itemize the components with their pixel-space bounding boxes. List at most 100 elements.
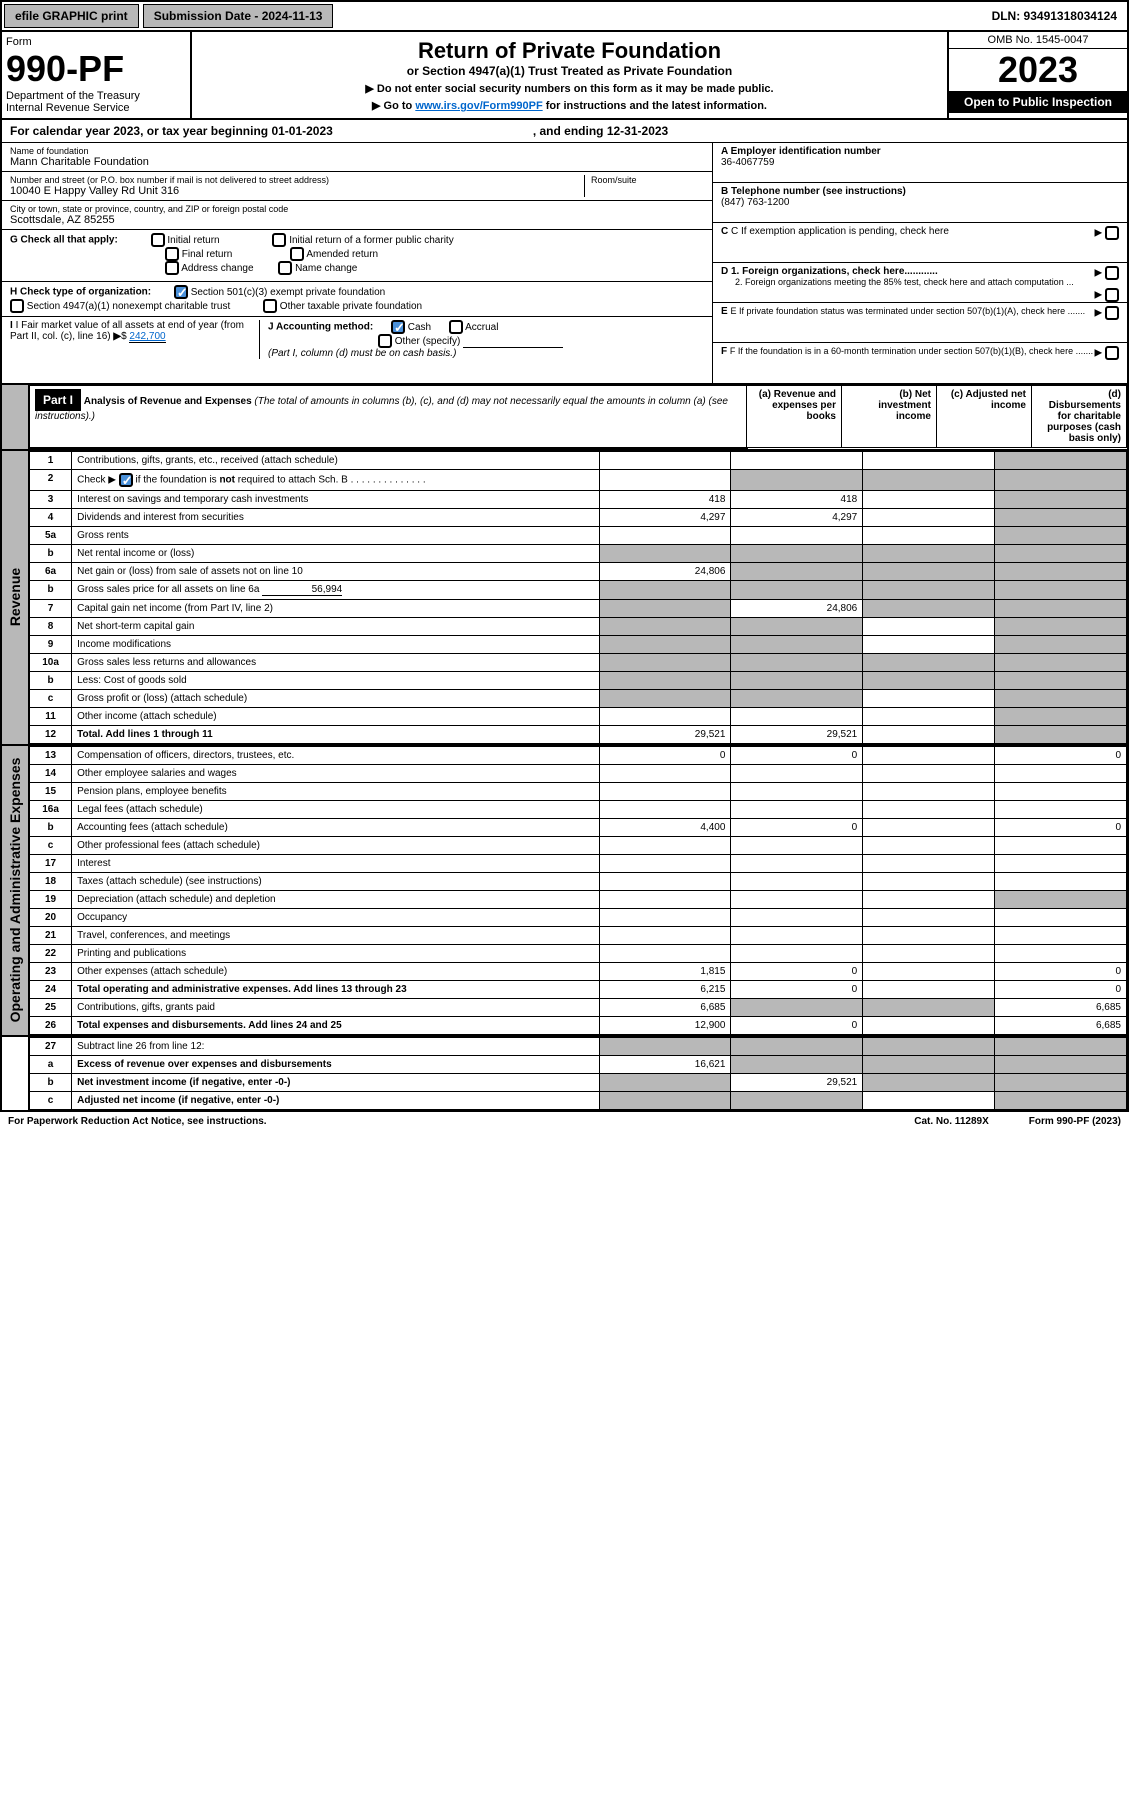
h-label: H Check type of organization:: [10, 287, 151, 298]
phone-label: B Telephone number (see instructions): [721, 186, 906, 197]
final-side-spacer: [2, 1037, 30, 1110]
top-bar: efile GRAPHIC print Submission Date - 20…: [0, 0, 1129, 32]
table-row: 13Compensation of officers, directors, t…: [30, 746, 1127, 764]
form-note1: ▶ Do not enter social security numbers o…: [202, 82, 937, 95]
other-taxable-checkbox[interactable]: [263, 299, 277, 313]
60-month-checkbox[interactable]: [1105, 346, 1119, 360]
form-title: Return of Private Foundation: [202, 38, 937, 64]
table-row: 8Net short-term capital gain: [30, 617, 1127, 635]
ein-cell: A Employer identification number 36-4067…: [713, 143, 1127, 183]
name-change-checkbox[interactable]: [278, 261, 292, 275]
status-terminated-checkbox[interactable]: [1105, 306, 1119, 320]
revenue-label: Revenue: [7, 568, 23, 626]
table-row: 7Capital gain net income (from Part IV, …: [30, 599, 1127, 617]
col-c-header: (c) Adjusted net income: [937, 386, 1032, 448]
table-row: 4Dividends and interest from securities4…: [30, 508, 1127, 526]
table-row: 22Printing and publications: [30, 944, 1127, 962]
h-opt-3: Other taxable private foundation: [280, 301, 422, 312]
initial-return-former-checkbox[interactable]: [272, 233, 286, 247]
city-label: City or town, state or province, country…: [10, 204, 704, 214]
table-row: 1Contributions, gifts, grants, etc., rec…: [30, 451, 1127, 469]
e-label: E If private foundation status was termi…: [730, 306, 1085, 316]
g-opt-3: Initial return of a former public charit…: [289, 235, 454, 246]
final-return-checkbox[interactable]: [165, 247, 179, 261]
table-row: 16aLegal fees (attach schedule): [30, 800, 1127, 818]
efile-print-button[interactable]: efile GRAPHIC print: [4, 4, 139, 28]
table-row: bAccounting fees (attach schedule)4,4000…: [30, 818, 1127, 836]
dln-label: DLN: 93491318034124: [982, 5, 1127, 27]
info-left: Name of foundation Mann Charitable Found…: [2, 143, 712, 383]
ein-label: A Employer identification number: [721, 146, 881, 157]
irs-link[interactable]: www.irs.gov/Form990PF: [415, 100, 542, 112]
foreign-org-checkbox[interactable]: [1105, 266, 1119, 280]
open-inspection: Open to Public Inspection: [949, 91, 1127, 113]
i-label: I Fair market value of all assets at end…: [10, 320, 244, 342]
part1-title: Analysis of Revenue and Expenses: [84, 396, 252, 407]
tax-year: 2023: [949, 49, 1127, 91]
col-a-header: (a) Revenue and expenses per books: [747, 386, 842, 448]
submission-date-button[interactable]: Submission Date - 2024-11-13: [143, 4, 334, 28]
table-row: 9Income modifications: [30, 635, 1127, 653]
address-cell: Number and street (or P.O. box number if…: [2, 172, 712, 201]
j-label: J Accounting method:: [268, 322, 373, 333]
dept-irs: Internal Revenue Service: [6, 102, 186, 114]
j-note: (Part I, column (d) must be on cash basi…: [268, 348, 456, 359]
ein: 36-4067759: [721, 157, 774, 168]
g-opt-2: Address change: [181, 263, 253, 274]
table-row: cAdjusted net income (if negative, enter…: [30, 1091, 1127, 1109]
table-row: bNet rental income or (loss): [30, 544, 1127, 562]
footer-row: For Paperwork Reduction Act Notice, see …: [0, 1112, 1129, 1131]
header-right: OMB No. 1545-0047 2023 Open to Public In…: [947, 32, 1127, 118]
i-value[interactable]: 242,700: [129, 331, 165, 343]
final-table: 27Subtract line 26 from line 12:aExcess …: [30, 1037, 1127, 1110]
revenue-side-label: Revenue: [2, 451, 30, 744]
h-opt-1: Section 501(c)(3) exempt private foundat…: [191, 287, 386, 298]
cash-checkbox[interactable]: [391, 320, 405, 334]
address-change-checkbox[interactable]: [165, 261, 179, 275]
table-row: bNet investment income (if negative, ent…: [30, 1073, 1127, 1091]
accrual-checkbox[interactable]: [449, 320, 463, 334]
g-opt-4: Amended return: [306, 249, 378, 260]
col-d-header: (d) Disbursements for charitable purpose…: [1032, 386, 1127, 448]
table-row: 19Depreciation (attach schedule) and dep…: [30, 890, 1127, 908]
address: 10040 E Happy Valley Rd Unit 316: [10, 185, 584, 197]
c-label: C If exemption application is pending, c…: [731, 226, 949, 237]
table-row: 20Occupancy: [30, 908, 1127, 926]
f-label: F If the foundation is in a 60-month ter…: [730, 346, 1093, 356]
addr-label: Number and street (or P.O. box number if…: [10, 175, 584, 185]
table-row: cGross profit or (loss) (attach schedule…: [30, 689, 1127, 707]
city: Scottsdale, AZ 85255: [10, 214, 704, 226]
exemption-pending-checkbox[interactable]: [1105, 226, 1119, 240]
table-row: 15Pension plans, employee benefits: [30, 782, 1127, 800]
foreign-85-checkbox[interactable]: [1105, 288, 1119, 302]
j-other: Other (specify): [395, 336, 461, 347]
expenses-table: 13Compensation of officers, directors, t…: [30, 746, 1127, 1035]
footer-left: For Paperwork Reduction Act Notice, see …: [8, 1116, 267, 1127]
table-row: 17Interest: [30, 854, 1127, 872]
table-row: 14Other employee salaries and wages: [30, 764, 1127, 782]
initial-return-checkbox[interactable]: [151, 233, 165, 247]
table-row: 24Total operating and administrative exp…: [30, 980, 1127, 998]
part1-header-table: Part I Analysis of Revenue and Expenses …: [30, 385, 1127, 449]
d1-label: D 1. Foreign organizations, check here..…: [721, 266, 938, 277]
g-check-cell: G Check all that apply: Initial return I…: [2, 230, 712, 282]
h-check-cell: H Check type of organization: Section 50…: [2, 282, 712, 317]
col-b-header: (b) Net investment income: [842, 386, 937, 448]
foundation-name: Mann Charitable Foundation: [10, 156, 704, 168]
expenses-side-label: Operating and Administrative Expenses: [2, 746, 30, 1035]
table-row: 21Travel, conferences, and meetings: [30, 926, 1127, 944]
amended-return-checkbox[interactable]: [290, 247, 304, 261]
4947a1-checkbox[interactable]: [10, 299, 24, 313]
dept-treasury: Department of the Treasury: [6, 90, 186, 102]
501c3-checkbox[interactable]: [174, 285, 188, 299]
f-cell: F F If the foundation is in a 60-month t…: [713, 343, 1127, 383]
j-cash: Cash: [408, 322, 431, 333]
expenses-section: Operating and Administrative Expenses 13…: [0, 746, 1129, 1037]
table-row: 12Total. Add lines 1 through 1129,52129,…: [30, 725, 1127, 743]
table-row: cOther professional fees (attach schedul…: [30, 836, 1127, 854]
table-row: 5aGross rents: [30, 526, 1127, 544]
other-method-checkbox[interactable]: [378, 334, 392, 348]
i-j-cell: I I Fair market value of all assets at e…: [2, 317, 712, 362]
table-row: 3Interest on savings and temporary cash …: [30, 490, 1127, 508]
table-row: 18Taxes (attach schedule) (see instructi…: [30, 872, 1127, 890]
